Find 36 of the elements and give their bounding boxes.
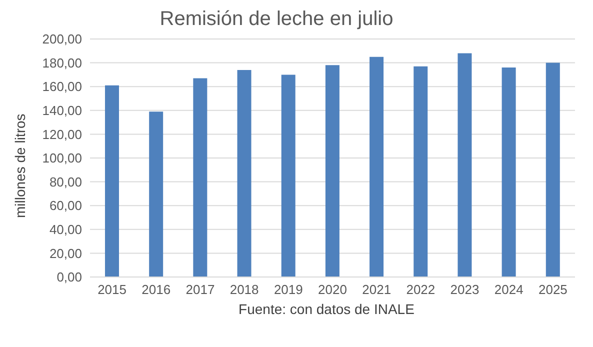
x-tick-label: 2015 [98, 282, 127, 298]
x-tick-label: 2020 [318, 282, 347, 298]
bar [193, 78, 208, 277]
chart-title: Remisión de leche en julio [158, 8, 394, 31]
y-tick-label: 40,00 [49, 222, 82, 238]
bar [414, 66, 428, 277]
bar [149, 112, 164, 277]
y-tick-label: 20,00 [49, 246, 82, 261]
x-tick-label: 2017 [186, 282, 215, 298]
bar [237, 70, 252, 277]
y-tick-label: 200,00 [42, 32, 82, 47]
y-tick-label: 140,00 [42, 103, 82, 118]
x-tick-label: 2021 [362, 282, 392, 298]
bar [458, 53, 472, 277]
x-tick-label: 2025 [538, 282, 568, 298]
x-tick-label: 2016 [142, 282, 171, 298]
y-tick-label: 60,00 [49, 198, 82, 214]
bar [370, 56, 384, 277]
x-tick-label: 2024 [494, 282, 524, 298]
x-tick-label: 2022 [406, 282, 436, 298]
x-tick-label: 2018 [230, 282, 259, 298]
y-tick-label: 160,00 [42, 79, 82, 94]
bar [546, 62, 560, 277]
y-tick-label: 120,00 [42, 126, 82, 142]
bar [281, 74, 296, 277]
bar [325, 65, 340, 277]
y-tick-label: 100,00 [42, 150, 82, 166]
y-tick-label: 180,00 [42, 55, 82, 70]
y-tick-label: 80,00 [49, 174, 82, 190]
x-tick-label: 2019 [274, 282, 303, 298]
x-tick-label: 2023 [450, 282, 480, 298]
source-note: Fuente: con datos de INALE [238, 301, 416, 317]
y-axis-title: millones de litros [12, 114, 28, 218]
bar [502, 68, 516, 277]
y-tick-label: 0,00 [56, 270, 82, 285]
bar [104, 85, 119, 277]
